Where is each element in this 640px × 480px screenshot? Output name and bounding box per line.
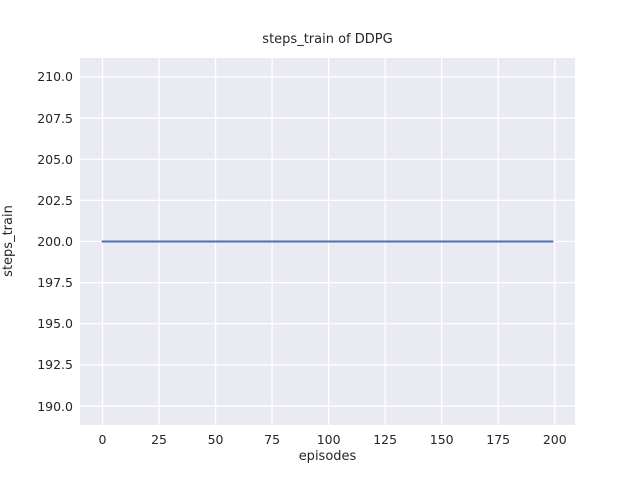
y-tick-label: 200.0 xyxy=(37,234,73,249)
x-tick-label: 25 xyxy=(151,432,167,447)
y-tick-label: 205.0 xyxy=(37,151,73,167)
x-tick-label: 100 xyxy=(316,432,341,447)
plot-canvas xyxy=(80,58,575,425)
x-tick-label: 0 xyxy=(98,432,107,447)
x-tick-label: 200 xyxy=(542,432,567,447)
y-tick-label: 190.0 xyxy=(37,398,73,414)
x-axis-label: episodes xyxy=(298,449,357,464)
plot-area xyxy=(80,58,575,425)
y-tick-label: 197.5 xyxy=(37,275,73,291)
x-tick-label: 125 xyxy=(373,432,398,447)
y-tick-label: 202.5 xyxy=(37,192,73,208)
y-tick-label: 210.0 xyxy=(37,69,73,85)
y-tick-label: 195.0 xyxy=(37,316,73,332)
y-tick-label: 192.5 xyxy=(37,357,73,373)
chart-title: steps_train of DDPG xyxy=(262,32,393,47)
x-tick-label: 175 xyxy=(486,432,511,447)
y-tick-label: 207.5 xyxy=(37,110,73,126)
x-tick-label: 75 xyxy=(264,432,281,447)
y-axis-label: steps_train xyxy=(1,205,16,277)
x-tick-label: 50 xyxy=(207,432,224,447)
x-tick-label: 150 xyxy=(429,432,454,447)
